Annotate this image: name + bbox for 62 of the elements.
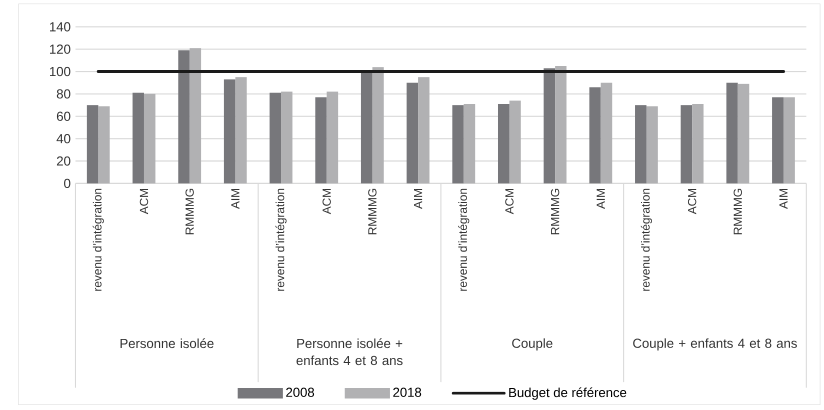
legend-label: 2018: [393, 388, 422, 398]
bar: [783, 97, 795, 184]
bar: [132, 92, 144, 184]
bar: [86, 105, 98, 184]
bar: [772, 97, 784, 184]
bar: [646, 106, 658, 184]
x-tick-label: AIM: [779, 189, 788, 210]
bar: [555, 66, 567, 184]
bar: [544, 68, 556, 184]
bar: [235, 77, 247, 184]
bar: [452, 105, 464, 184]
x-tick-label: ACM: [140, 189, 148, 214]
x-tick-label: AIM: [231, 189, 240, 210]
bar: [270, 92, 282, 184]
bar: [726, 82, 738, 184]
bar: [509, 100, 521, 184]
x-tick-label: revenu d’intégration: [458, 189, 470, 291]
x-tick-label: RMMMG: [734, 189, 742, 234]
bar: [418, 77, 430, 184]
bar: [326, 92, 338, 184]
x-tick-label: RMMMG: [368, 189, 377, 234]
bar: [190, 48, 202, 184]
text: Couple: [512, 338, 552, 351]
x-tick-label: ACM: [505, 189, 514, 214]
bar: [315, 97, 327, 184]
bar: [144, 94, 156, 184]
legend-label: 2008: [286, 388, 314, 398]
x-tick-label: RMMMG: [550, 189, 560, 234]
bar: [406, 82, 418, 184]
y-tick-label: 60: [56, 112, 70, 122]
bar: [680, 105, 692, 184]
y-tick-label: 40: [56, 134, 70, 144]
x-tick-label: revenu d’intégration: [92, 189, 104, 291]
legend-label: Budget de référence: [509, 388, 626, 400]
x-tick-label: revenu d’intégration: [275, 189, 287, 291]
y-tick-label: 80: [56, 89, 70, 99]
x-tick-label: RMMMG: [185, 189, 194, 234]
x-tick-label: ACM: [322, 189, 331, 214]
bar: [738, 84, 750, 184]
bar: [178, 50, 190, 184]
bar: [224, 80, 236, 184]
y-tick-label: 140: [50, 22, 70, 32]
bar: [372, 67, 384, 184]
bar: [464, 104, 476, 184]
y-tick-label: 0: [64, 178, 70, 188]
x-tick-label: AIM: [596, 189, 605, 210]
bar: [589, 87, 601, 184]
text: Personne isolée + enfants 4 et 8 ans: [296, 338, 403, 366]
x-tick-label: revenu d’intégration: [640, 189, 652, 291]
y-tick-label: 100: [50, 67, 70, 76]
bar: [635, 105, 646, 184]
x-tick-label: AIM: [414, 189, 422, 210]
y-tick-label: 120: [50, 44, 70, 54]
y-tick-label: 20: [56, 156, 70, 166]
bar: [600, 82, 612, 184]
text: Couple + enfants 4 et 8 ans: [633, 338, 797, 351]
bar: [98, 106, 110, 184]
x-tick-label: ACM: [688, 189, 696, 214]
bar: [281, 92, 292, 184]
bar: [692, 104, 704, 184]
text: Personne isolée: [120, 338, 214, 348]
bar: [498, 104, 510, 184]
